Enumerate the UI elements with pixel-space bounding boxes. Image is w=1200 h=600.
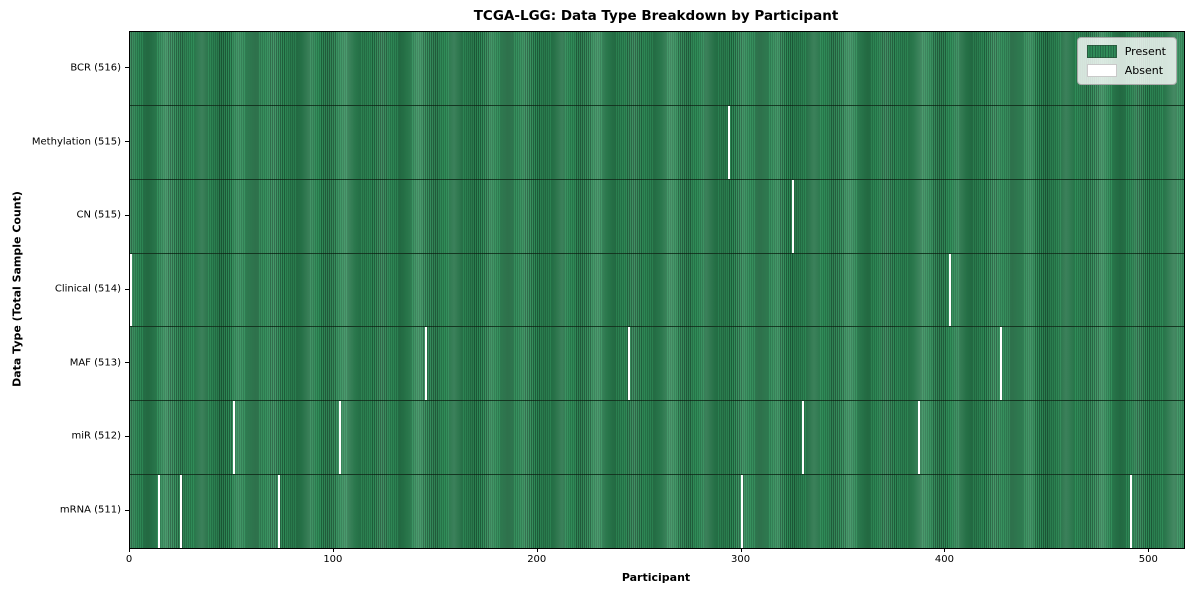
rows-container xyxy=(130,32,1184,549)
stripe-band-overlay xyxy=(130,105,1184,179)
x-tick-label-500: 500 xyxy=(1138,554,1158,565)
y-tick-mark xyxy=(125,67,129,69)
y-tick-mark xyxy=(125,362,129,364)
stripe-band-overlay xyxy=(130,401,1184,475)
absent-marker xyxy=(130,253,132,327)
data-type-row-MAF xyxy=(130,327,1184,402)
x-tick-label-200: 200 xyxy=(527,554,547,565)
legend-item-absent: Absent xyxy=(1086,64,1166,77)
absent-swatch xyxy=(1086,64,1117,77)
stripe-band-overlay xyxy=(130,475,1184,549)
legend-item-present: Present xyxy=(1086,45,1166,58)
absent-marker xyxy=(917,401,920,475)
absent-marker xyxy=(179,475,182,549)
y-tick-label-Clinical: Clinical (514) xyxy=(54,283,121,295)
present-swatch xyxy=(1086,45,1117,58)
absent-marker xyxy=(999,327,1002,401)
x-tick-mark xyxy=(1148,548,1150,552)
absent-marker xyxy=(157,475,160,549)
data-type-row-miR xyxy=(130,401,1184,476)
x-tick-label-0: 0 xyxy=(125,554,133,565)
x-tick-label-300: 300 xyxy=(731,554,751,565)
y-tick-mark xyxy=(125,288,129,290)
absent-marker xyxy=(1129,475,1132,549)
y-tick-label-mRNA: mRNA (511) xyxy=(59,504,121,516)
absent-marker xyxy=(801,401,804,475)
y-tick-label-Methylation: Methylation (515) xyxy=(31,136,121,148)
data-type-row-Methylation xyxy=(130,105,1184,180)
x-tick-mark xyxy=(536,548,538,552)
legend-label-present: Present xyxy=(1124,45,1166,58)
y-tick-label-MAF: MAF (513) xyxy=(69,357,121,369)
absent-marker xyxy=(338,401,341,475)
absent-marker xyxy=(628,327,631,401)
y-tick-mark xyxy=(125,509,129,511)
y-tick-label-BCR: BCR (516) xyxy=(70,62,121,74)
y-tick-mark xyxy=(125,435,129,437)
absent-marker xyxy=(424,327,427,401)
stripe-band-overlay xyxy=(130,253,1184,327)
x-tick-mark xyxy=(944,548,946,552)
absent-marker xyxy=(232,401,235,475)
x-tick-mark xyxy=(129,548,130,552)
x-tick-mark xyxy=(332,548,334,552)
data-type-row-CN xyxy=(130,179,1184,254)
absent-marker xyxy=(740,475,743,549)
absent-marker xyxy=(728,105,731,179)
legend: Present Absent xyxy=(1076,37,1177,85)
stripe-band-overlay xyxy=(130,32,1184,105)
stripe-band-overlay xyxy=(130,327,1184,401)
x-tick-mark xyxy=(740,548,742,552)
y-tick-mark xyxy=(125,141,129,143)
legend-label-absent: Absent xyxy=(1124,64,1164,77)
y-tick-mark xyxy=(125,214,129,216)
stripe-band-overlay xyxy=(130,179,1184,253)
x-tick-label-100: 100 xyxy=(323,554,343,565)
data-type-row-BCR xyxy=(130,32,1184,106)
absent-marker xyxy=(948,253,951,327)
x-axis-label: Participant xyxy=(621,571,691,584)
y-tick-label-CN: CN (515) xyxy=(76,209,121,221)
plot-area: Present Absent xyxy=(129,31,1185,549)
absent-marker xyxy=(277,475,280,549)
data-type-row-Clinical xyxy=(130,253,1184,328)
absent-marker xyxy=(791,179,794,253)
y-tick-label-miR: miR (512) xyxy=(71,430,121,442)
data-type-row-mRNA xyxy=(130,475,1184,549)
x-tick-label-400: 400 xyxy=(934,554,955,565)
chart-title: TCGA-LGG: Data Type Breakdown by Partici… xyxy=(473,8,839,24)
